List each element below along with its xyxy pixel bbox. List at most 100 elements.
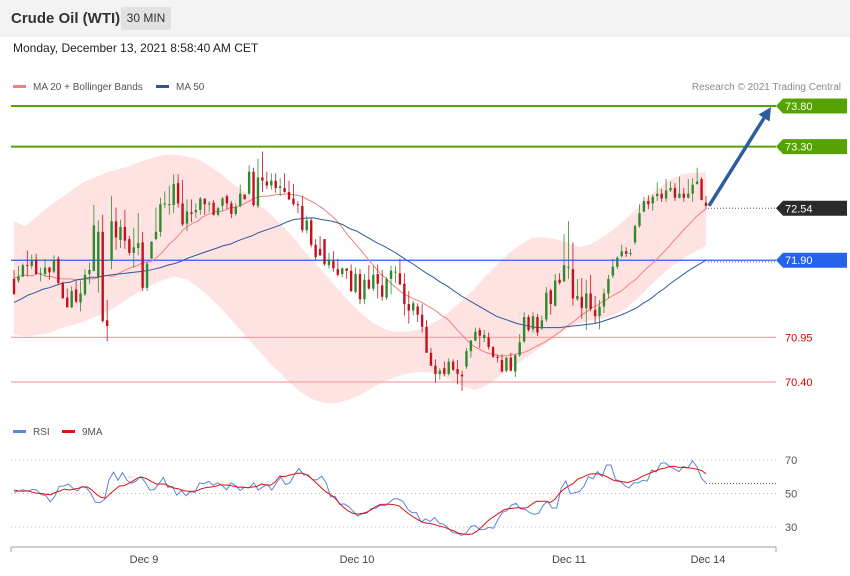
level-label-73.30: 73.30: [785, 142, 813, 154]
timestamp: Monday, December 13, 2021 8:58:40 AM CET: [13, 41, 259, 55]
candle-body: [553, 280, 557, 306]
candle-body: [576, 295, 579, 300]
candle-body: [57, 258, 60, 283]
candle-body: [66, 297, 69, 308]
candle-body: [34, 259, 38, 275]
candle-body: [358, 274, 362, 300]
candle-body: [39, 273, 42, 275]
candle-body: [79, 293, 82, 303]
candle-body: [17, 276, 20, 281]
candle-body: [673, 187, 677, 198]
candle-body: [314, 244, 317, 257]
candle-body: [123, 226, 127, 241]
candle-body: [363, 279, 366, 300]
candles: [12, 151, 708, 391]
candle-body: [469, 340, 473, 352]
rsi-tick-70: 70: [785, 455, 797, 467]
ma50-line: [13, 217, 707, 329]
candle-body: [97, 231, 100, 278]
candle-body: [110, 221, 113, 261]
candle-body: [704, 202, 708, 206]
candle-body: [398, 273, 402, 285]
candle-body: [549, 290, 552, 305]
x-tick-2: Dec 11: [552, 554, 586, 566]
candle-body: [243, 194, 246, 200]
candle-body: [558, 279, 561, 283]
rsi-legend-label-0: RSI: [33, 427, 50, 438]
timeframe-selector[interactable]: 30 MIN: [121, 7, 171, 30]
rsi-legend-swatch-1: [62, 430, 75, 433]
candle-body: [305, 220, 308, 231]
candle-body: [571, 269, 575, 299]
rsi-line: [13, 459, 707, 537]
candle-body: [194, 209, 198, 213]
candle-body: [185, 211, 189, 224]
level-tag-73.30: [776, 139, 847, 155]
level-label-70.40: 70.40: [785, 377, 813, 389]
candle-body: [154, 231, 158, 240]
candle-body: [119, 226, 122, 240]
legend-swatch-1: [156, 85, 169, 88]
candle-body: [505, 357, 508, 371]
candle-body: [101, 231, 104, 322]
candle-body: [416, 306, 419, 315]
candle-body: [500, 360, 504, 372]
candle-body: [372, 274, 375, 289]
candle-body: [92, 225, 96, 271]
candle-body: [203, 198, 206, 205]
legend-label-0: MA 20 + Bollinger Bands: [33, 82, 143, 93]
candle-body: [536, 317, 539, 333]
candle-body: [407, 304, 410, 311]
candle-body: [491, 347, 495, 357]
candle-body: [585, 293, 588, 309]
candle-body: [483, 334, 486, 339]
candle-body: [114, 221, 118, 238]
legend-swatch-0: [13, 85, 26, 88]
level-tag-71.90: [776, 252, 847, 268]
instrument-title: Crude Oil (WTI): [11, 10, 121, 27]
candle-body: [611, 266, 615, 276]
candle-body: [230, 203, 233, 214]
candle-body: [137, 243, 140, 249]
candle-body: [239, 193, 242, 206]
candle-body: [287, 192, 291, 200]
candle-body: [128, 239, 131, 253]
candle-body: [545, 292, 548, 320]
forecast-arrowhead: [758, 107, 771, 122]
level-label-71.90: 71.90: [785, 255, 813, 267]
candle-body: [181, 203, 184, 225]
candle-body: [465, 351, 468, 367]
candle-body: [420, 314, 424, 327]
candle-body: [172, 183, 175, 206]
candle-body: [21, 265, 25, 277]
candle-body: [74, 289, 78, 302]
candle-body: [225, 196, 229, 204]
candle-body: [105, 320, 109, 326]
candle-body: [460, 374, 464, 377]
candle-body: [261, 177, 264, 181]
candle-body: [48, 267, 51, 273]
candle-body: [691, 184, 694, 194]
candle-body: [638, 213, 641, 227]
candle-body: [509, 357, 513, 371]
candle-body: [323, 239, 326, 265]
candle-body: [332, 261, 335, 269]
candle-body: [695, 181, 699, 184]
credit-text: Research © 2021 Trading Central: [692, 82, 841, 93]
candle-body: [394, 271, 397, 273]
candle-body: [651, 196, 654, 204]
candle-body: [434, 365, 437, 374]
candle-body: [367, 279, 371, 289]
candle-body: [212, 202, 215, 215]
candle-body: [633, 226, 637, 243]
candle-body: [629, 252, 632, 254]
candle-body: [150, 241, 153, 259]
candle-body: [141, 242, 144, 288]
candle-body: [145, 263, 149, 288]
level-label-73.80: 73.80: [785, 101, 813, 113]
candle-body: [456, 369, 459, 374]
x-tick-3: Dec 14: [691, 554, 726, 566]
candle-body: [234, 206, 237, 214]
candle-body: [52, 260, 56, 272]
